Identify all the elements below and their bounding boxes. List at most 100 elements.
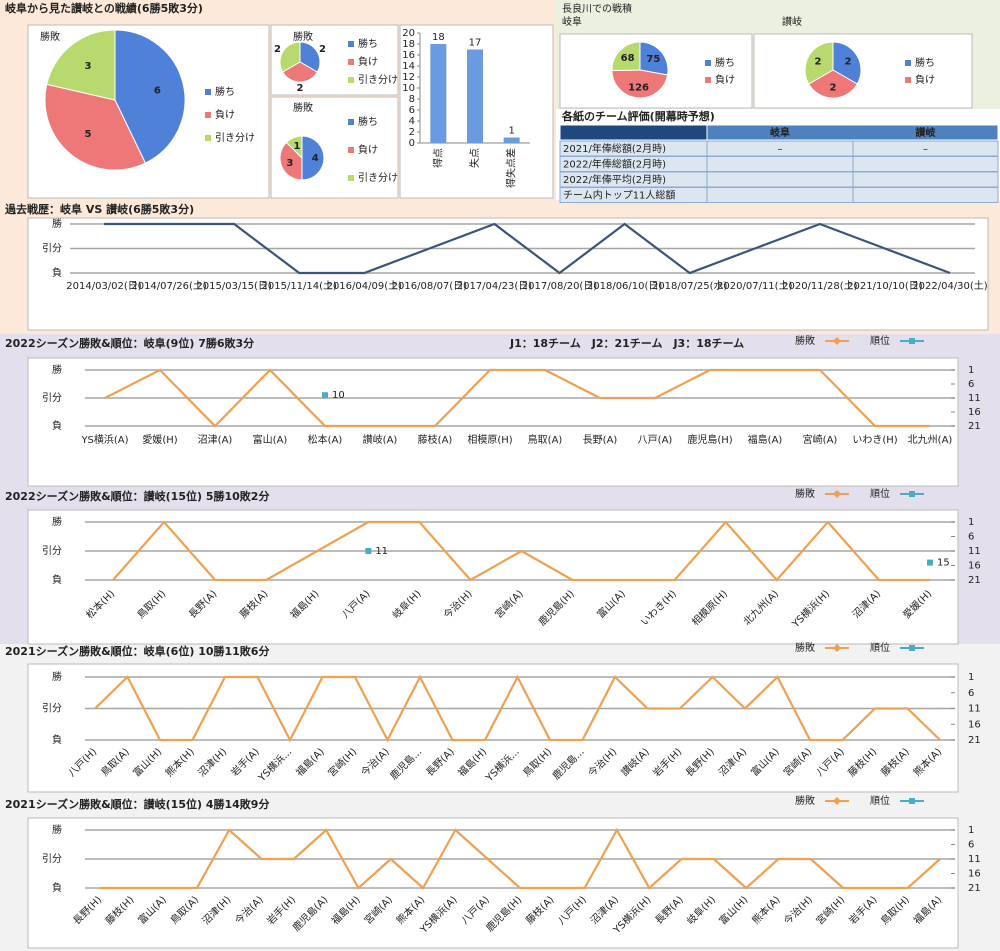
chart-title: 2022シーズン勝敗&順位：讃岐(15位) 5勝10敗2分 (5, 489, 269, 503)
bar-label: 1 (508, 126, 514, 137)
pie-label: 2 (274, 44, 281, 55)
legend-label: 勝敗 (795, 487, 815, 500)
chart-title: 2021シーズン勝敗&順位：讃岐(15位) 4勝14敗9分 (5, 797, 269, 811)
x-tick-label: いわき(H) (852, 434, 897, 446)
legend-swatch (348, 119, 354, 125)
legend-label: 順位 (870, 334, 890, 347)
x-tick-label: 得点 (432, 148, 444, 168)
pie-label: 2 (297, 83, 304, 94)
y2-tick-label: 16 (968, 719, 981, 730)
pie-label: 2 (319, 44, 326, 55)
pie-label: 126 (628, 82, 649, 93)
pie-title: 讃岐 (782, 15, 802, 28)
legend-marker (909, 491, 915, 497)
y-tick-label: 6 (409, 105, 415, 116)
table-cell (852, 171, 999, 188)
legend-marker (833, 797, 841, 805)
legend-label: 引き分け (358, 74, 398, 86)
pie-label: 4 (312, 153, 319, 164)
pie-slice (639, 41, 669, 76)
legend-label: 負け (358, 56, 378, 68)
y-tick-label: 負 (52, 734, 62, 746)
y2-tick-label: 21 (968, 735, 981, 746)
legend-swatch (348, 77, 354, 83)
legend-swatch (348, 175, 354, 181)
legend-label: 勝敗 (795, 334, 815, 347)
y2-tick-label: 1 (968, 517, 974, 528)
table-cell-text: – (778, 144, 783, 155)
x-tick-label: 愛媛(H) (142, 433, 177, 446)
y-tick-label: 2 (409, 127, 415, 138)
legend-swatch (348, 41, 354, 47)
rank-label: 11 (375, 546, 388, 557)
pie-slice (46, 29, 116, 101)
y2-tick-label: 6 (968, 840, 974, 851)
pie-label: 68 (621, 53, 635, 64)
legend-marker (909, 798, 915, 804)
x-tick-label: 2017/08/20(日) (522, 281, 598, 292)
legend-swatch (905, 60, 911, 66)
x-tick-label: 2020/07/11(土) (717, 279, 793, 292)
legend-label: 負け (215, 109, 235, 121)
series-line (112, 520, 930, 582)
rank-marker (322, 392, 328, 399)
y-tick-label: 12 (402, 72, 415, 83)
x-tick-label: 八戸(A) (638, 434, 673, 446)
y2-tick-label: 6 (968, 379, 974, 390)
chart-box (753, 33, 973, 109)
y-tick-label: 14 (402, 61, 415, 72)
panel-title: 岐阜から見た讃岐との戦績(6勝5敗3分) (5, 1, 203, 15)
x-tick-label: 2015/11/14(土) (262, 279, 338, 292)
legend-marker (909, 645, 915, 651)
pie-slice (804, 41, 834, 85)
y2-tick-label: 6 (968, 688, 974, 699)
chart-title: 2022シーズン勝敗&順位：岐阜(9位) 7勝6敗3分 (5, 336, 254, 350)
y2-tick-label: 1 (968, 825, 974, 836)
pie-slice (114, 29, 186, 164)
pie-label: 2 (830, 82, 837, 93)
table-header-cell: 讃岐 (916, 126, 936, 139)
legend-marker (833, 337, 841, 345)
pie-title: 勝敗 (293, 101, 313, 114)
y2-tick-label: 16 (968, 561, 981, 572)
chart-title: 過去戦歴：岐阜 VS 讃岐(6勝5敗3分) (4, 202, 194, 216)
x-tick-label: 福島(A) (748, 433, 783, 446)
legend-swatch (905, 77, 911, 83)
legend-swatch (205, 112, 211, 118)
pie-label: 6 (154, 85, 161, 96)
y2-tick-label: 21 (968, 575, 981, 586)
legend-marker (909, 338, 915, 344)
table-cell-text: 2022/年俸平均(2月時) (563, 173, 666, 186)
pie-slice (611, 41, 641, 71)
legend-label: 引き分け (215, 132, 255, 144)
pie-slice (279, 141, 303, 181)
legend-label: 負け (915, 74, 935, 86)
x-tick-label: 失点 (468, 148, 481, 168)
x-tick-label: 2021/10/10(日) (847, 281, 923, 292)
x-tick-label: 得失点差 (505, 148, 518, 188)
y-tick-label: 負 (52, 267, 62, 279)
x-tick-label: 相模原(H) (467, 433, 512, 446)
x-tick-label: 沼津(A) (198, 433, 233, 446)
y-tick-label: 負 (52, 574, 62, 586)
legend-swatch (705, 77, 711, 83)
legend-swatch (348, 147, 354, 153)
legend-label: 勝ち (715, 56, 735, 69)
legend-label: 勝敗 (795, 641, 815, 654)
x-tick-label: 2016/08/07(日) (392, 281, 468, 292)
y-tick-label: 16 (402, 50, 415, 61)
y-tick-label: 勝 (52, 363, 62, 376)
legend-label: 勝ち (358, 115, 378, 128)
chart-box (27, 817, 959, 949)
pie-slice (611, 69, 669, 99)
legend-swatch (205, 89, 211, 95)
y-tick-label: 0 (409, 138, 415, 149)
legend-label: 引き分け (358, 172, 398, 184)
x-tick-label: 2022/04/30(土) (912, 279, 988, 292)
x-tick-label: YS横浜(A) (80, 433, 128, 446)
y-tick-label: 20 (402, 28, 415, 39)
y2-tick-label: 6 (968, 532, 974, 543)
table-title-bg (560, 110, 998, 125)
